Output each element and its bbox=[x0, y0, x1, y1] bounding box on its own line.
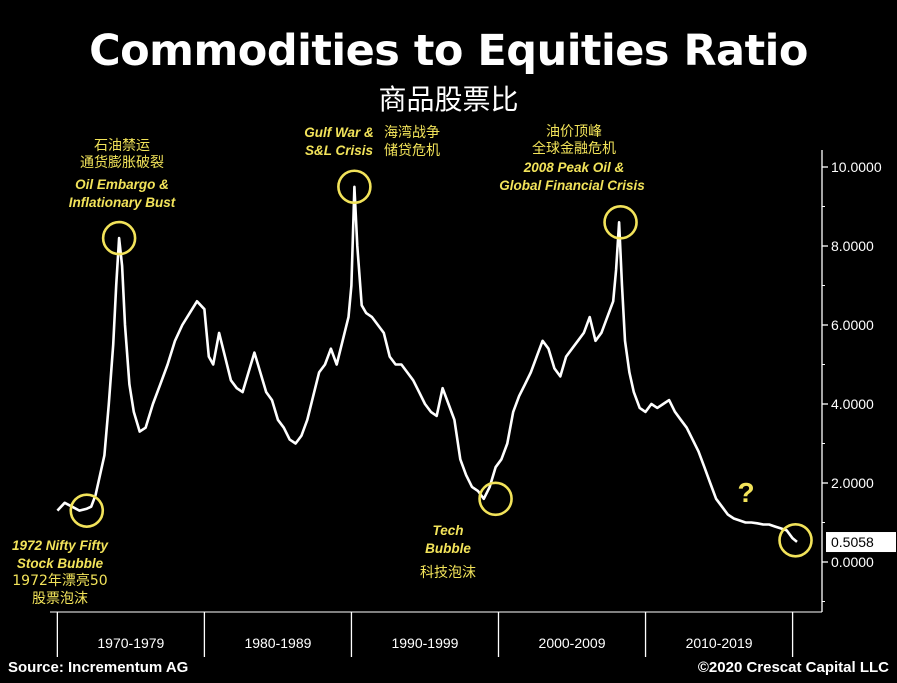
source-note: Source: Incrementum AG bbox=[8, 659, 189, 676]
y-tick-label: 0.0000 bbox=[831, 554, 874, 570]
annotation-circle-gulf bbox=[337, 169, 372, 205]
annotation-peak-cn: 油价顶峰 bbox=[546, 124, 602, 140]
annotation-circle-nifty bbox=[69, 493, 105, 528]
chart-title: Commodities to Equities Ratio bbox=[89, 26, 808, 76]
y-tick-label: 10.0000 bbox=[831, 159, 882, 175]
annotation-gulf-cn: 海湾战争 bbox=[384, 124, 440, 141]
annotation-circle-now bbox=[778, 522, 813, 558]
annotation-oil-cn: 石油禁运 bbox=[94, 138, 150, 154]
annotation-peak-en: Global Financial Crisis bbox=[499, 178, 645, 193]
annotation-oil-cn: 通货膨胀破裂 bbox=[80, 154, 164, 171]
annotation-tech-cn: 科技泡沫 bbox=[420, 565, 476, 581]
series-line bbox=[56, 185, 798, 543]
annotation-oil-en: Oil Embargo & bbox=[75, 177, 169, 192]
annotation-question-mark: ? bbox=[737, 477, 754, 508]
y-tick-label: 8.0000 bbox=[831, 238, 874, 254]
annotation-gulf-cn: 储贷危机 bbox=[384, 143, 440, 159]
annotation-peak-cn: 全球金融危机 bbox=[532, 140, 616, 157]
x-period-label: 1970-1979 bbox=[97, 635, 164, 651]
y-tick-label: 2.0000 bbox=[831, 475, 874, 491]
annotation-nifty-cn: 股票泡沫 bbox=[32, 591, 88, 607]
annotation-gulf-en: Gulf War & bbox=[304, 125, 374, 140]
annotation-circle-tech bbox=[478, 481, 513, 517]
annotation-nifty-cn: 1972年漂亮50 bbox=[12, 572, 107, 589]
axes: 10.0000 8.0000 6.0000 4.0000 2.0000 0.0000 197… bbox=[50, 150, 896, 657]
annotation-circle-peak bbox=[603, 205, 638, 240]
annotation-gulf-en: S&L Crisis bbox=[305, 143, 374, 158]
y-tick-label: 4.0000 bbox=[831, 396, 874, 412]
annotation-peak-en: 2008 Peak Oil & bbox=[523, 160, 625, 175]
last-value-badge bbox=[826, 532, 896, 553]
x-period-label: 1980-1989 bbox=[244, 635, 311, 651]
x-period-label: 2000-2009 bbox=[539, 635, 606, 651]
annotation-nifty-en: 1972 Nifty Fifty bbox=[12, 538, 110, 553]
chart-subtitle: 商品股票比 bbox=[378, 83, 519, 116]
y-tick-label: 6.0000 bbox=[831, 317, 874, 333]
x-period-label: 1990-1999 bbox=[391, 635, 458, 651]
copyright-note: ©2020 Crescat Capital LLC bbox=[697, 659, 889, 676]
annotation-tech-en: Bubble bbox=[425, 541, 471, 556]
annotation-oil-en: Inflationary Bust bbox=[69, 195, 176, 210]
annotation-circle-oil bbox=[101, 220, 137, 256]
x-period-label: 2010-2019 bbox=[686, 635, 753, 651]
annotation-tech-en: Tech bbox=[432, 523, 463, 538]
last-value-label: 0.5058 bbox=[831, 534, 874, 550]
annotation-nifty-en: Stock Bubble bbox=[17, 556, 104, 571]
series-layer bbox=[56, 185, 798, 543]
